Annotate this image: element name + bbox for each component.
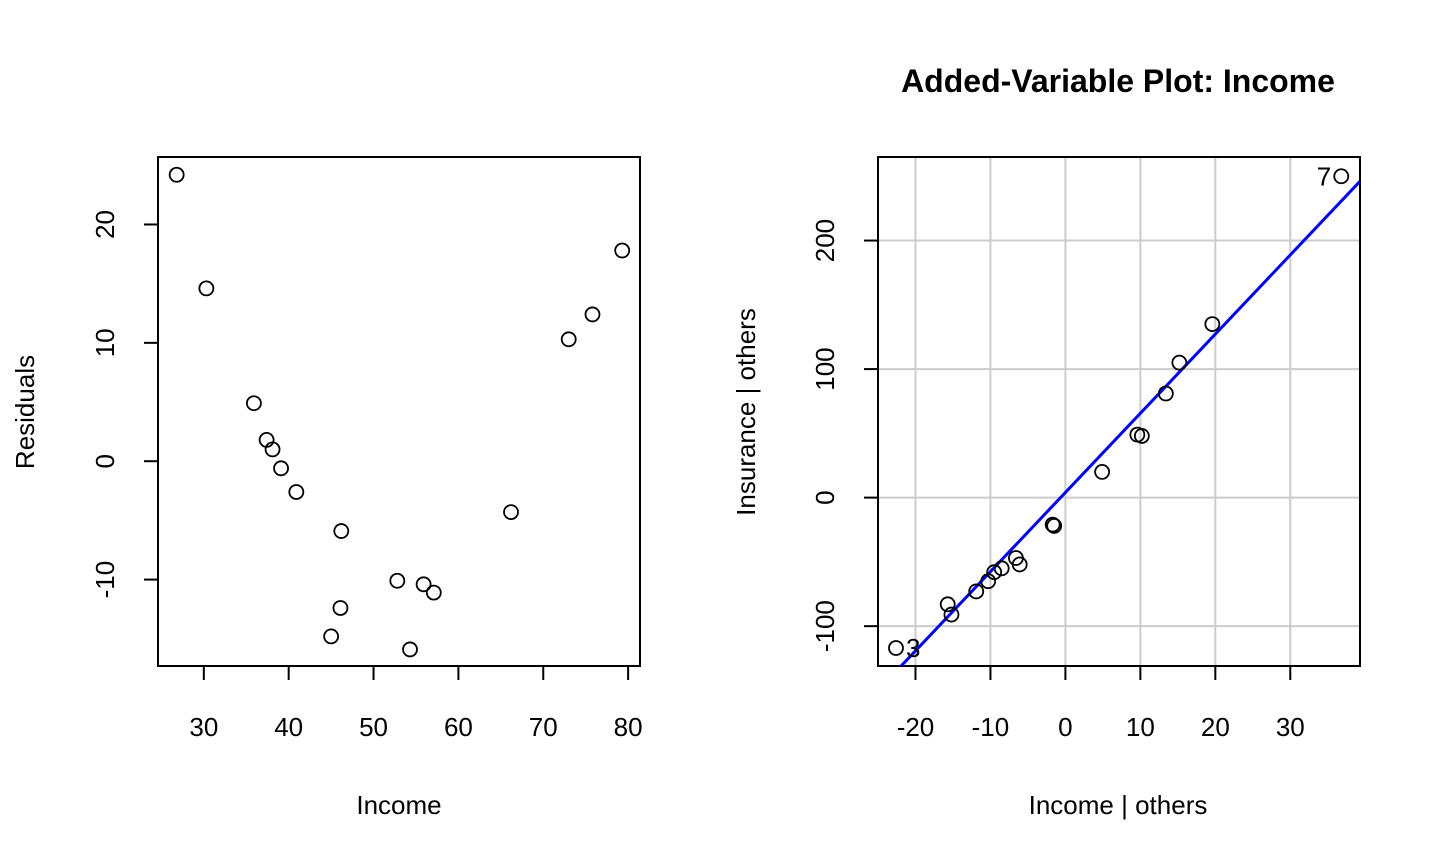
data-point (168, 166, 185, 183)
data-point (332, 600, 349, 616)
data-point (245, 395, 262, 412)
y-tick-label: 0 (810, 490, 840, 504)
data-point (1094, 464, 1111, 480)
x-tick-label: 30 (189, 712, 218, 742)
x-tick-label: 70 (529, 712, 558, 742)
x-tick-label: -10 (972, 712, 1010, 742)
data-point (323, 628, 340, 645)
data-point (943, 606, 960, 623)
data-point (1204, 316, 1221, 332)
data-point (273, 460, 289, 477)
data-point (389, 572, 406, 589)
x-tick-label: 0 (1058, 712, 1072, 742)
y-tick-label: 200 (810, 219, 840, 262)
data-point (1044, 516, 1061, 533)
x-axis: -20 -10 0 10 20 30 (897, 665, 1305, 742)
y-axis: -100 0 100 200 (810, 219, 879, 652)
point-label: 7 (1317, 161, 1331, 191)
data-point (614, 242, 631, 259)
data-point (1171, 354, 1188, 371)
plot-frame (877, 156, 1361, 667)
plot-frame (157, 156, 641, 667)
plot-title: Added-Variable Plot: Income (901, 63, 1335, 99)
data-point (1011, 556, 1028, 573)
x-tick-label: 30 (1276, 712, 1305, 742)
x-tick-label: 10 (1126, 712, 1155, 742)
data-point (415, 576, 432, 593)
data-point (584, 306, 601, 323)
data-points: 37 (888, 161, 1350, 663)
data-point (402, 641, 418, 658)
data-point (333, 523, 350, 539)
regression-line (899, 180, 1360, 666)
data-points (168, 166, 631, 658)
y-axis-title: Residuals (10, 355, 40, 469)
fit-line-group (899, 180, 1360, 666)
y-tick-label: 20 (90, 210, 120, 239)
data-point (1333, 168, 1350, 185)
data-point (1157, 385, 1174, 402)
data-point (264, 441, 281, 458)
gridlines (878, 157, 1360, 666)
data-point (993, 560, 1010, 577)
data-point (986, 564, 1003, 581)
y-axis-title: Insurance | others (731, 308, 761, 516)
y-tick-label: -100 (810, 600, 840, 652)
y-axis: -10 0 10 20 (90, 210, 159, 599)
data-point (198, 280, 215, 297)
x-tick-label: 50 (359, 712, 388, 742)
x-tick-label: 40 (274, 712, 303, 742)
data-point (939, 596, 956, 613)
x-axis: 30 40 50 60 70 80 (189, 665, 643, 742)
x-tick-label: 80 (614, 712, 643, 742)
data-point (560, 331, 577, 348)
data-point (503, 504, 519, 521)
residuals-panel: 30 40 50 60 70 80 -10 0 10 20 Income Residuals (10, 156, 643, 820)
x-tick-label: 60 (444, 712, 473, 742)
y-tick-label: 10 (90, 328, 120, 357)
data-point (1133, 428, 1150, 444)
y-tick-label: 0 (90, 454, 120, 468)
x-axis-title: Income | others (1029, 790, 1208, 820)
x-tick-label: -20 (897, 712, 935, 742)
point-label: 3 (906, 633, 920, 663)
y-tick-label: 100 (810, 347, 840, 390)
data-point (288, 484, 305, 500)
data-point (1046, 517, 1063, 534)
data-point (888, 640, 904, 656)
x-axis-title: Income (356, 790, 441, 820)
x-tick-label: 20 (1201, 712, 1230, 742)
y-tick-label: -10 (90, 561, 120, 599)
data-point (968, 583, 985, 600)
data-point (425, 584, 442, 601)
